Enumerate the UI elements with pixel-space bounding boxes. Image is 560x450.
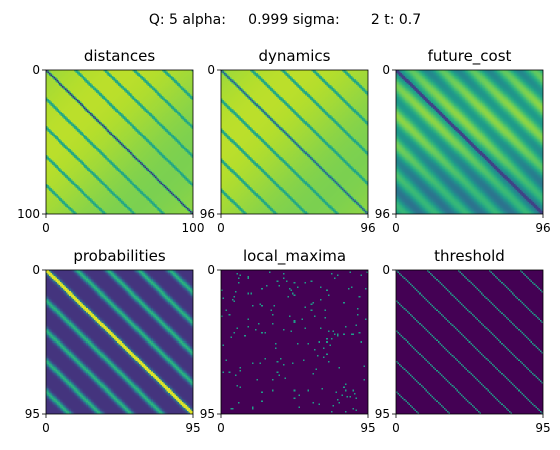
heatmap-image	[396, 270, 543, 414]
axes-frame	[395, 69, 544, 215]
y-tick-label: 95	[25, 407, 40, 421]
x-tick-label: 0	[392, 421, 400, 435]
panel-title: dynamics	[259, 47, 331, 65]
heatmap-image	[46, 70, 193, 214]
y-tick-label: 0	[382, 63, 390, 77]
x-tick-label: 95	[185, 421, 200, 435]
x-tick-label: 0	[42, 421, 50, 435]
heatmap-image	[221, 270, 368, 414]
panel-title: probabilities	[73, 247, 166, 265]
heatmap-image	[221, 70, 368, 214]
x-tick-label: 0	[392, 221, 400, 235]
x-tick-label: 100	[182, 221, 205, 235]
y-tick-label: 0	[32, 63, 40, 77]
y-tick-label: 0	[207, 263, 215, 277]
y-tick-label: 0	[382, 263, 390, 277]
axes-frame	[45, 269, 194, 415]
axes-frame	[45, 69, 194, 215]
panel-title: future_cost	[428, 47, 512, 66]
panel-title: distances	[84, 47, 156, 65]
x-tick-label: 95	[360, 421, 375, 435]
heatmap-image	[46, 270, 193, 414]
y-tick-label: 96	[200, 207, 215, 221]
x-tick-label: 0	[42, 221, 50, 235]
axes-frame	[220, 69, 369, 215]
y-tick-label: 95	[375, 407, 390, 421]
figure-suptitle: Q: 5 alpha: 0.999 sigma: 2 t: 0.7	[149, 12, 421, 28]
x-tick-label: 96	[360, 221, 375, 235]
x-tick-label: 0	[217, 221, 225, 235]
y-tick-label: 95	[200, 407, 215, 421]
axes-frame	[220, 269, 369, 415]
y-tick-label: 0	[32, 263, 40, 277]
axes-frame	[395, 269, 544, 415]
panel-title: local_maxima	[243, 247, 346, 266]
y-tick-label: 96	[375, 207, 390, 221]
x-tick-label: 96	[535, 221, 550, 235]
heatmap-image	[396, 70, 543, 214]
y-tick-label: 0	[207, 63, 215, 77]
panel-title: threshold	[434, 247, 505, 265]
x-tick-label: 0	[217, 421, 225, 435]
x-tick-label: 95	[535, 421, 550, 435]
y-tick-label: 100	[17, 207, 40, 221]
